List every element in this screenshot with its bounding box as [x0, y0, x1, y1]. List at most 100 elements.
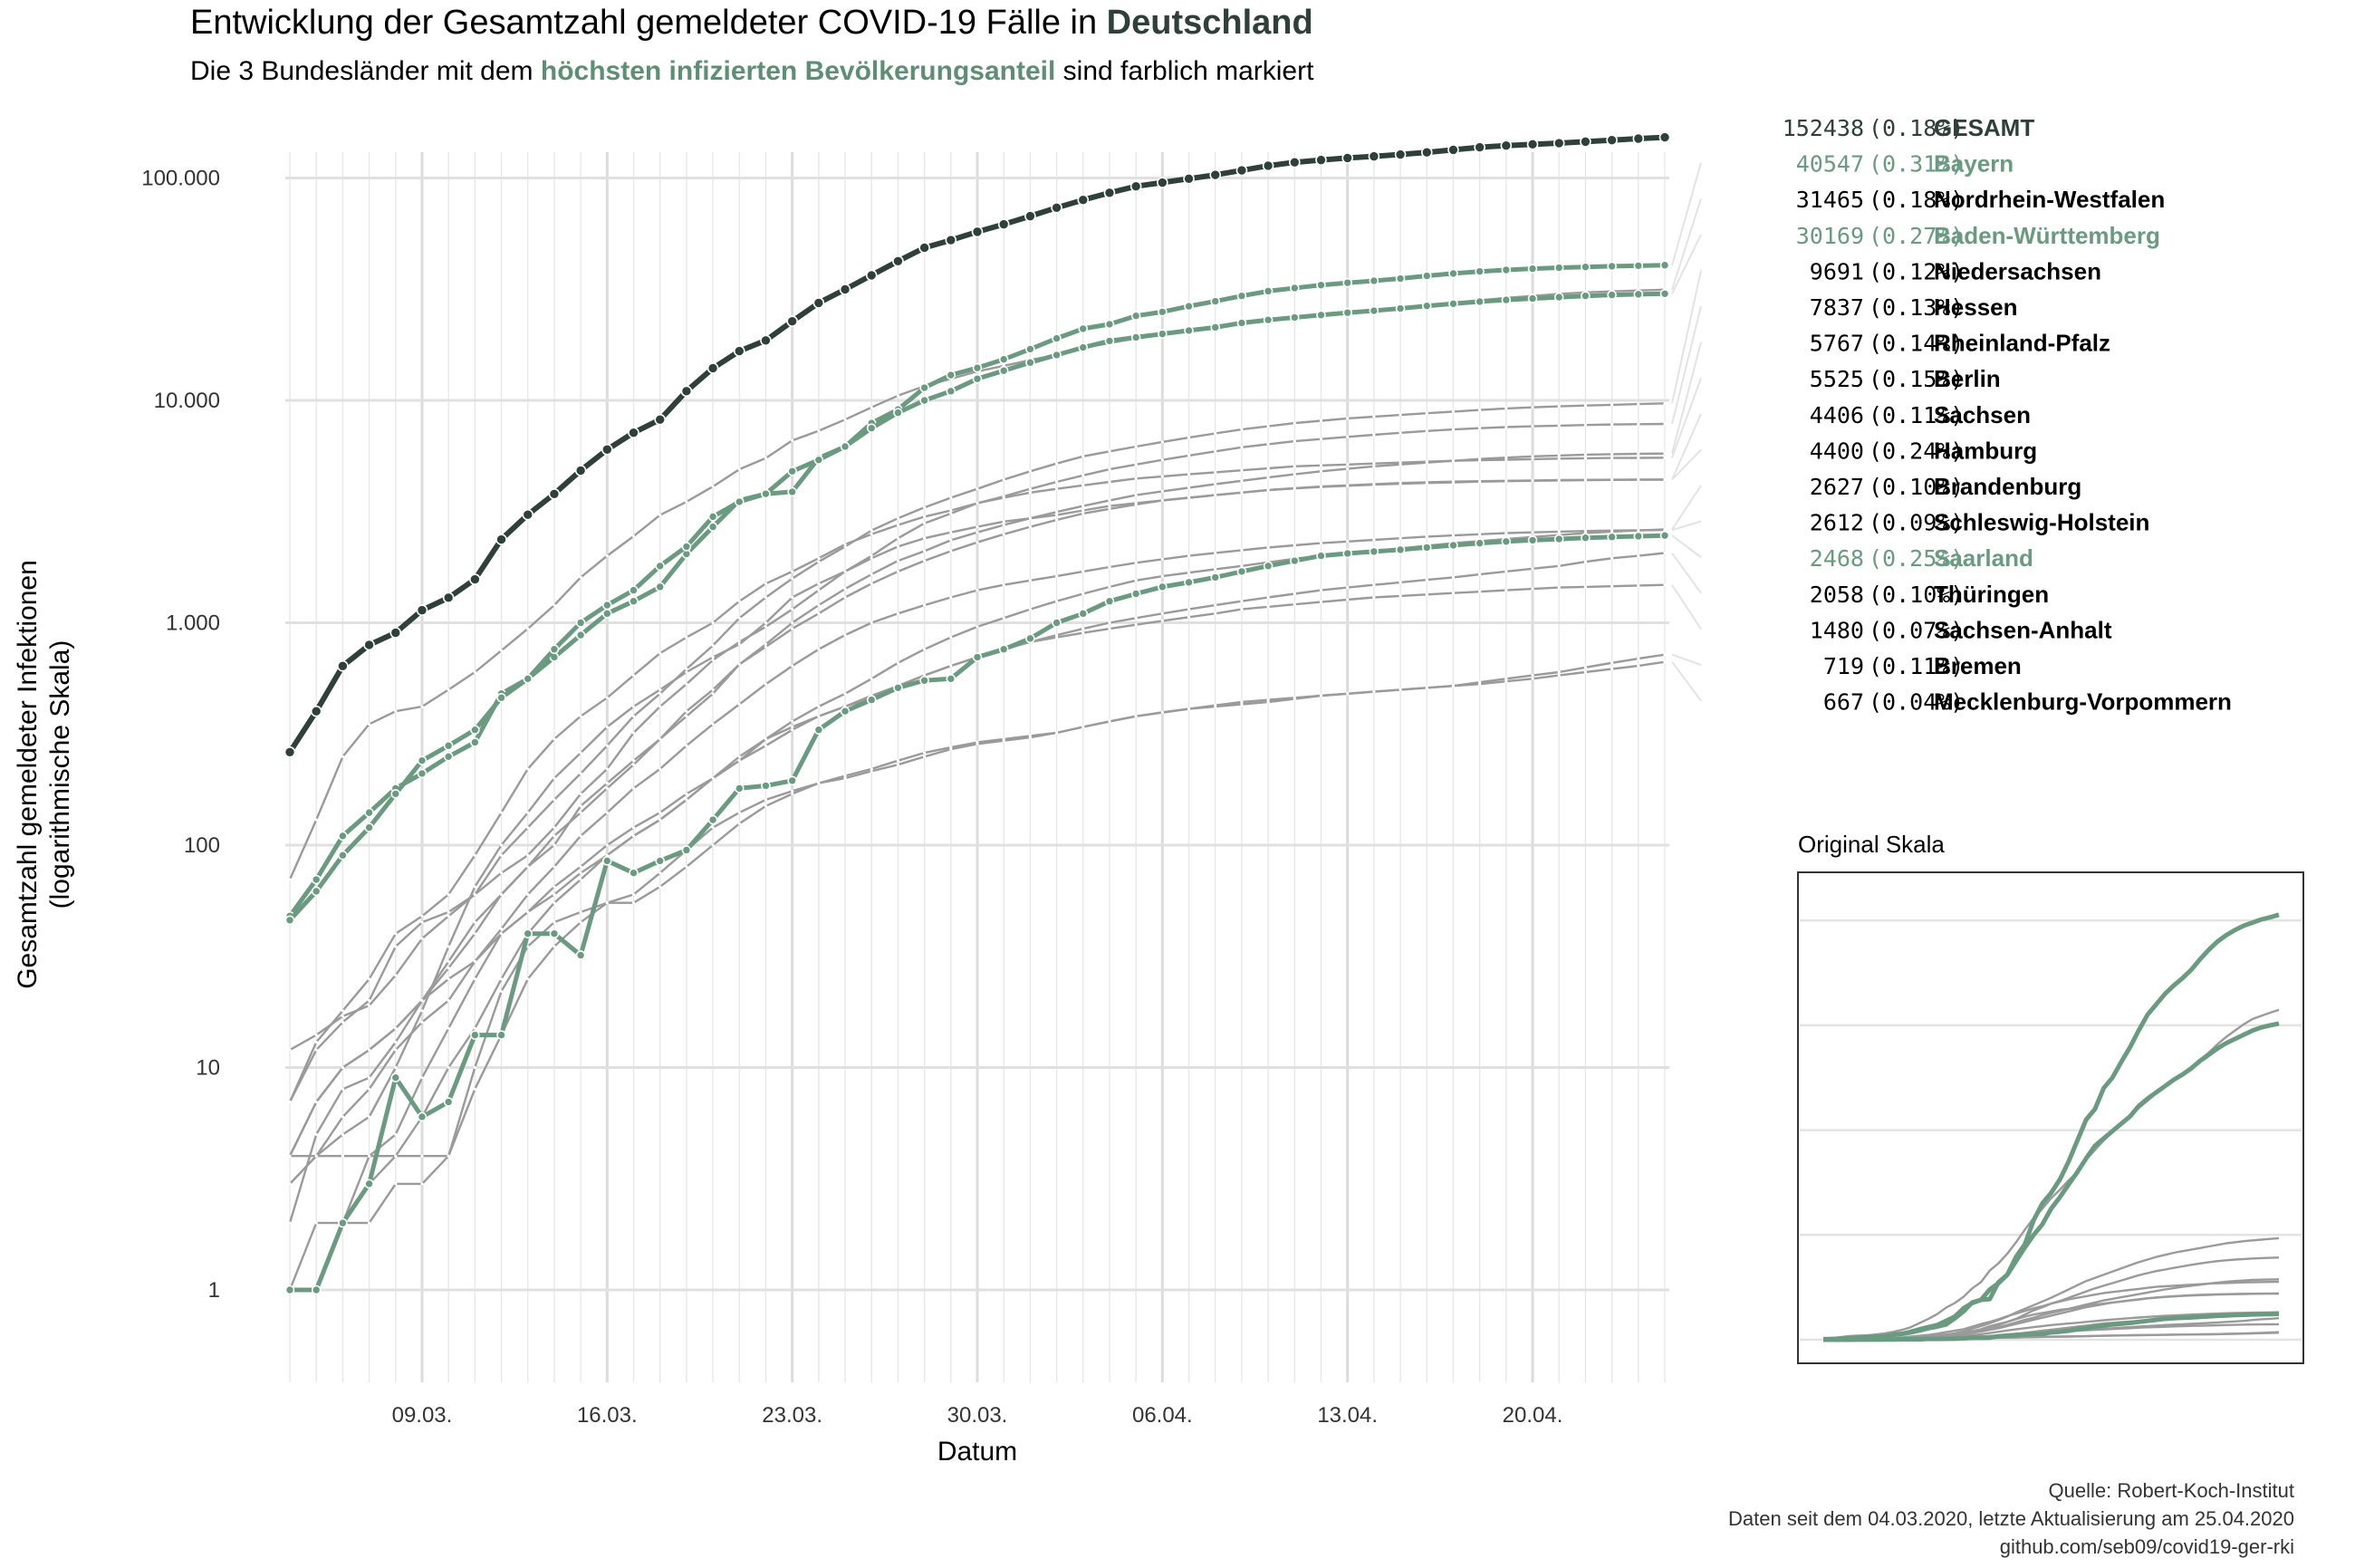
label-name: Hamburg [1934, 437, 2037, 464]
data-point [338, 850, 348, 861]
data-point [575, 630, 586, 640]
data-point [1160, 489, 1164, 493]
data-point [602, 856, 612, 866]
data-point [499, 932, 504, 936]
data-point [1319, 485, 1323, 489]
y-tick-label: 100.000 [141, 167, 220, 191]
data-point [866, 695, 877, 705]
data-point [473, 1065, 476, 1070]
data-point [1319, 589, 1323, 592]
data-point [1399, 536, 1402, 540]
data-point [655, 856, 665, 866]
data-point [685, 792, 688, 796]
data-point [394, 1182, 398, 1186]
data-point [761, 781, 771, 791]
data-point [896, 524, 900, 527]
data-point [1421, 301, 1432, 311]
data-point [579, 920, 582, 924]
data-point [685, 682, 688, 686]
label-connector [1671, 197, 1702, 291]
data-point [1108, 627, 1111, 630]
data-point [1610, 403, 1614, 407]
data-point [605, 901, 609, 905]
data-point [1531, 479, 1534, 483]
data-point [764, 620, 768, 625]
data-point [1372, 415, 1376, 418]
data-point [840, 441, 851, 452]
data-point [314, 1154, 318, 1158]
data-point [817, 781, 821, 785]
data-point [605, 853, 609, 857]
data-point [1531, 424, 1534, 428]
data-point [1583, 560, 1588, 563]
data-point [1108, 467, 1111, 471]
data-point [1051, 201, 1062, 214]
label-percent: (0.18%) [1869, 187, 1964, 213]
data-point [1395, 303, 1406, 313]
data-point [923, 522, 927, 525]
data-point [737, 467, 741, 471]
data-point [1342, 548, 1352, 559]
inset-series-line-saarland [1823, 1311, 2280, 1342]
data-point [791, 789, 794, 793]
label-connector [1671, 584, 1702, 630]
data-point [1583, 666, 1588, 669]
data-point [1240, 600, 1244, 603]
data-point [817, 428, 821, 433]
y-tick-label: 10 [196, 1056, 220, 1081]
data-point [579, 792, 582, 796]
data-point [737, 642, 741, 646]
data-point [284, 1284, 295, 1295]
data-point [1504, 456, 1508, 459]
data-point [791, 595, 794, 600]
data-point [1002, 739, 1005, 743]
data-point [843, 776, 847, 780]
data-point [473, 853, 476, 857]
data-point [469, 573, 481, 585]
data-point [420, 920, 424, 924]
data-point [314, 1221, 318, 1225]
data-point [655, 561, 665, 572]
inset-frame [1797, 871, 2304, 1364]
data-point [1290, 313, 1300, 322]
data-point [367, 1076, 371, 1080]
data-point [1130, 332, 1141, 342]
data-point [1315, 154, 1327, 166]
data-point [896, 611, 900, 615]
label-percent: (0.04%) [1869, 689, 1964, 716]
chart-title-highlight: Deutschland [1106, 4, 1313, 42]
data-point [1583, 457, 1588, 460]
data-point [1028, 579, 1032, 582]
data-point [1293, 439, 1296, 443]
data-point [1262, 159, 1274, 172]
data-point [1319, 600, 1323, 604]
data-point [1108, 505, 1111, 508]
data-point [1553, 292, 1564, 303]
data-point [1557, 564, 1561, 568]
label-connector [1671, 341, 1702, 454]
data-point [737, 662, 741, 667]
data-point [1583, 453, 1588, 457]
y-tick-label: 10.000 [154, 389, 220, 413]
caption-repo: github.com/seb09/covid19-ger-rki [1999, 1535, 2294, 1558]
label-connector [1671, 552, 1702, 594]
data-point [1399, 581, 1402, 584]
data-point [998, 644, 1009, 655]
data-point [1054, 635, 1059, 640]
data-point [817, 611, 821, 615]
data-point [394, 1048, 398, 1052]
data-point [1104, 319, 1115, 330]
data-point [918, 242, 930, 254]
data-point [1002, 616, 1005, 620]
data-point [420, 937, 424, 940]
data-point [764, 798, 768, 802]
label-percent: (0.25%) [1869, 545, 1964, 572]
data-point [1451, 592, 1456, 595]
data-point [522, 508, 534, 521]
data-point [1293, 544, 1296, 547]
data-point [1028, 525, 1032, 529]
data-point [997, 218, 1010, 230]
data-point [499, 871, 504, 875]
data-point [764, 595, 768, 600]
data-point [420, 1154, 424, 1158]
